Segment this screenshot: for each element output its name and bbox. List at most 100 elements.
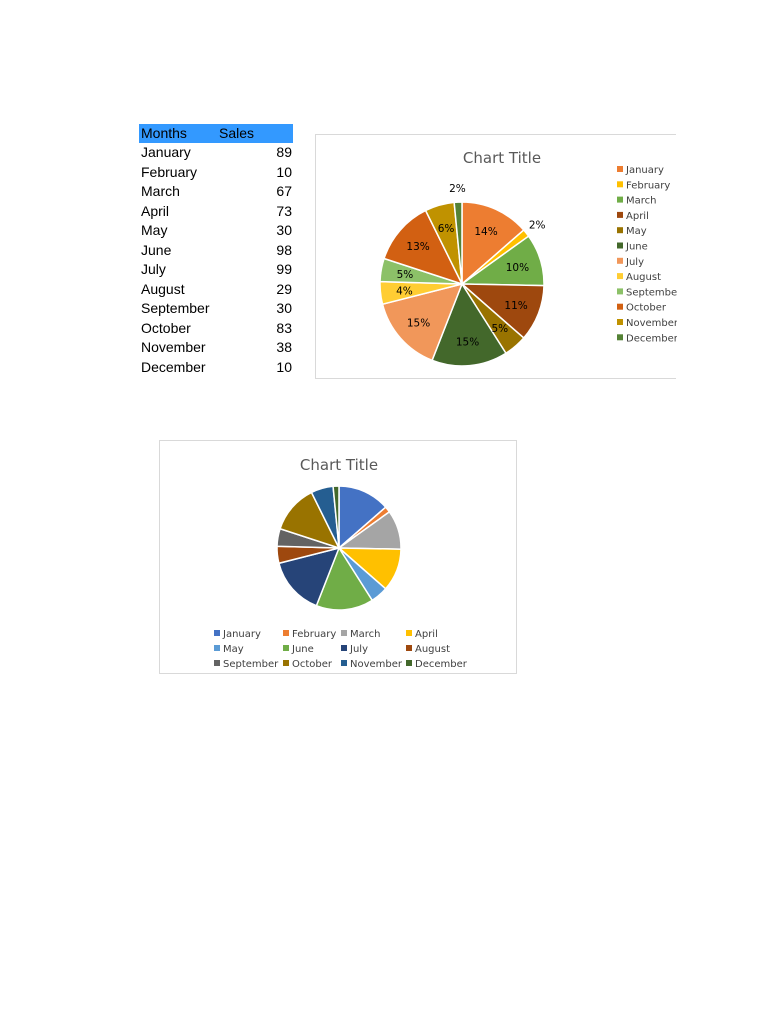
legend-item[interactable]: February [617,180,670,191]
legend-label: December [626,333,677,344]
legend-swatch [283,660,289,666]
legend-item[interactable]: July [617,257,644,268]
cell-month[interactable]: March [141,183,180,199]
cell-sales[interactable]: 30 [276,222,292,238]
table-row: September 30 [139,299,293,319]
data-label: 14% [474,226,497,238]
pie-slice-december[interactable] [453,201,463,285]
table-row: December 10 [139,358,293,378]
chart2-svg: Chart Title January February March April May… [214,456,468,670]
chart-pie-labeled[interactable]: Chart Title 14% 2% 10% 11% 5% 15% 15% 4% 5% 13% 6%… [315,134,677,379]
legend-label: November [350,659,403,670]
table-row: October 83 [139,319,293,339]
legend-item[interactable]: February [283,629,336,640]
legend-item[interactable]: March [341,629,380,640]
cell-month[interactable]: July [141,261,166,277]
legend-label: September [223,659,279,670]
data-label: 15% [407,317,430,329]
pie-slice-july[interactable] [381,282,464,362]
cell-sales[interactable]: 38 [276,339,292,355]
legend-swatch [617,181,623,188]
legend-swatch [617,227,623,234]
pie-slice-january[interactable] [461,201,525,286]
legend-item[interactable]: May [214,644,244,655]
legend-item[interactable]: August [406,644,450,655]
cell-month[interactable]: April [141,202,170,219]
table-row: November 38 [139,338,293,358]
header-months[interactable]: Months [139,124,219,143]
legend-item[interactable]: January [617,165,664,176]
legend-label: March [350,629,380,640]
legend-label: March [626,196,656,207]
data-label: 2% [449,183,466,195]
cell-sales[interactable]: 83 [276,319,292,336]
header-sales[interactable]: Sales [219,124,293,143]
legend-item[interactable]: September [617,287,677,298]
legend-swatch [406,630,412,636]
legend-item[interactable]: June [283,644,314,655]
legend-item[interactable]: December [617,333,677,344]
legend-item[interactable]: January [214,629,261,640]
cell-sales[interactable]: 89 [276,144,292,160]
cell-sales[interactable]: 67 [276,183,292,199]
legend-label: August [415,644,450,655]
cell-sales[interactable]: 29 [276,280,292,297]
table-row: February 10 [139,163,293,183]
cell-month[interactable]: November [141,339,206,355]
legend-item[interactable]: September [214,659,279,670]
data-label: 2% [529,219,546,231]
cell-sales[interactable]: 10 [276,358,292,375]
legend-label: May [223,644,244,655]
legend-item[interactable]: August [617,272,661,283]
cell-sales[interactable]: 73 [276,202,292,219]
pie-slice-june[interactable] [431,282,507,367]
legend-item[interactable]: October [283,659,333,670]
legend-swatch [617,319,623,325]
legend-swatch [283,645,289,651]
legend-item[interactable]: December [406,659,468,670]
pie-slice-january[interactable] [338,485,387,550]
legend-item[interactable]: October [617,303,667,314]
legend-label: July [349,644,368,655]
legend-label: April [626,211,649,222]
legend-item[interactable]: March [617,196,656,207]
cell-month[interactable]: August [141,280,185,297]
cell-sales[interactable]: 10 [276,163,292,180]
legend-label: January [625,165,664,176]
pie-slice-june[interactable] [315,546,374,611]
legend-item[interactable]: November [617,318,677,329]
cell-month[interactable]: December [141,358,206,375]
legend-item[interactable]: November [341,659,403,670]
legend-label: December [415,659,468,670]
cell-sales[interactable]: 99 [276,261,292,277]
legend-item[interactable]: July [341,644,368,655]
pie-slice-december[interactable] [332,485,340,549]
legend-label: July [625,257,644,268]
legend-label: October [292,659,333,670]
legend-swatch [617,288,623,295]
table-row: May 30 [139,221,293,241]
chart-pie-plain[interactable]: Chart Title January February March April May… [159,440,517,674]
cell-sales[interactable]: 30 [276,300,292,316]
legend-item[interactable]: May [617,226,647,237]
cell-month[interactable]: September [141,300,210,316]
legend-label: January [222,629,261,640]
legend-item[interactable]: April [617,211,649,222]
cell-month[interactable]: October [141,319,191,336]
legend-label: November [626,318,677,329]
table-row: January 89 [139,143,293,163]
pie-slice-july[interactable] [277,546,341,607]
pie-slice-october[interactable] [383,209,464,286]
legend-swatch [406,660,412,666]
chart1-svg: Chart Title 14% 2% 10% 11% 5% 15% 15% 4% 5% 13% 6%… [379,149,677,367]
legend-item[interactable]: April [406,629,438,640]
cell-month[interactable]: January [141,144,191,160]
legend-swatch [617,196,623,203]
cell-sales[interactable]: 98 [276,241,292,258]
legend-swatch [617,334,623,341]
legend-swatch [617,166,623,172]
cell-month[interactable]: February [141,163,198,180]
cell-month[interactable]: May [141,222,168,238]
legend-item[interactable]: June [617,242,648,253]
cell-month[interactable]: June [141,241,172,258]
